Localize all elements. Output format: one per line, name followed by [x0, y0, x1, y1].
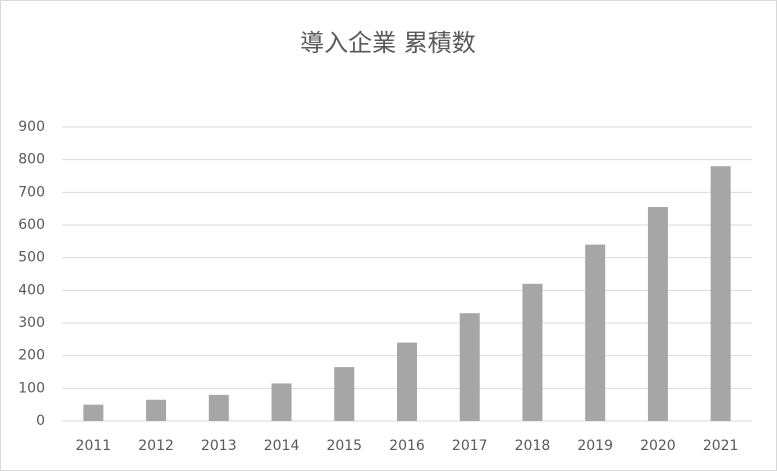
bar	[208, 394, 229, 421]
bar	[459, 313, 480, 421]
y-tick-label: 300	[18, 315, 45, 331]
x-tick-label: 2020	[640, 438, 676, 454]
y-tick-label: 700	[18, 184, 45, 200]
bar	[585, 244, 606, 421]
x-tick-label: 2018	[515, 438, 551, 454]
bar	[334, 367, 355, 421]
y-tick-label: 900	[18, 119, 45, 135]
bar	[83, 404, 104, 421]
y-tick-label: 600	[18, 217, 45, 233]
y-tick-label: 400	[18, 282, 45, 298]
bar	[522, 283, 543, 421]
bar	[397, 342, 417, 421]
y-tick-label: 500	[18, 250, 45, 266]
y-tick-label: 0	[36, 413, 45, 429]
x-tick-label: 2017	[452, 438, 488, 454]
x-tick-label: 2016	[389, 438, 425, 454]
x-tick-label: 2011	[76, 438, 112, 454]
y-tick-label: 800	[18, 152, 45, 168]
x-tick-label: 2013	[201, 438, 237, 454]
x-tick-label: 2012	[138, 438, 174, 454]
bar	[710, 166, 731, 421]
bar	[271, 383, 292, 421]
x-tick-label: 2021	[703, 438, 739, 454]
x-tick-label: 2019	[577, 438, 613, 454]
y-tick-label: 100	[18, 380, 45, 396]
y-tick-label: 200	[18, 348, 45, 364]
bar	[647, 207, 668, 421]
x-tick-label: 2014	[264, 438, 300, 454]
chart-title: 導入企業 累積数	[300, 29, 476, 57]
bar	[146, 399, 167, 421]
x-tick-label: 2015	[326, 438, 362, 454]
